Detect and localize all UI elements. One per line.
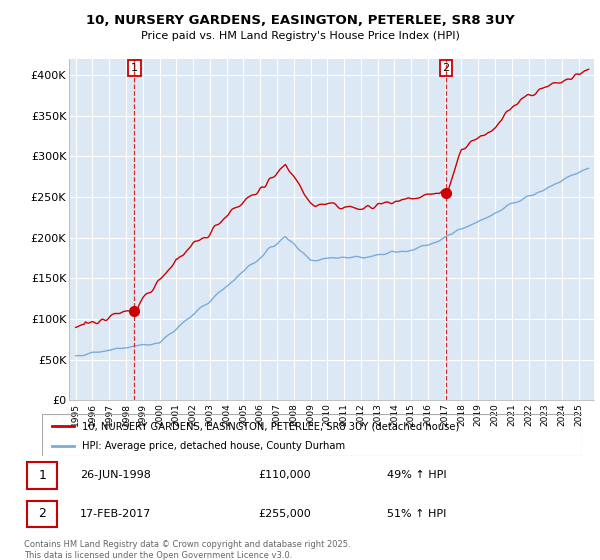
Text: 49% ↑ HPI: 49% ↑ HPI xyxy=(387,470,446,480)
Text: 17-FEB-2017: 17-FEB-2017 xyxy=(80,509,151,519)
Text: 2: 2 xyxy=(443,63,449,73)
Bar xyxy=(27,501,58,527)
Text: 10, NURSERY GARDENS, EASINGTON, PETERLEE, SR8 3UY (detached house): 10, NURSERY GARDENS, EASINGTON, PETERLEE… xyxy=(83,421,460,431)
Text: £255,000: £255,000 xyxy=(259,509,311,519)
Text: 1: 1 xyxy=(38,469,46,482)
Text: 2: 2 xyxy=(38,507,46,520)
Text: £110,000: £110,000 xyxy=(259,470,311,480)
Text: HPI: Average price, detached house, County Durham: HPI: Average price, detached house, Coun… xyxy=(83,441,346,451)
Text: 1: 1 xyxy=(131,63,138,73)
Text: 10, NURSERY GARDENS, EASINGTON, PETERLEE, SR8 3UY: 10, NURSERY GARDENS, EASINGTON, PETERLEE… xyxy=(86,14,514,27)
Bar xyxy=(27,462,58,488)
Text: 26-JUN-1998: 26-JUN-1998 xyxy=(80,470,151,480)
Text: Contains HM Land Registry data © Crown copyright and database right 2025.
This d: Contains HM Land Registry data © Crown c… xyxy=(24,540,350,560)
Text: 51% ↑ HPI: 51% ↑ HPI xyxy=(387,509,446,519)
Text: Price paid vs. HM Land Registry's House Price Index (HPI): Price paid vs. HM Land Registry's House … xyxy=(140,31,460,41)
